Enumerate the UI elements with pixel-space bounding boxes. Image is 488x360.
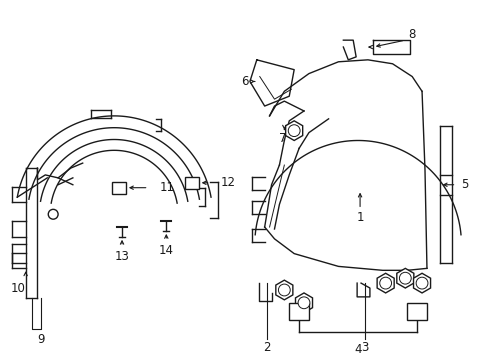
Text: 13: 13 <box>114 250 129 263</box>
Polygon shape <box>275 280 292 300</box>
Bar <box>407 303 426 320</box>
Polygon shape <box>295 293 312 312</box>
Text: 6: 6 <box>241 75 248 88</box>
Circle shape <box>415 277 427 289</box>
Polygon shape <box>376 273 393 293</box>
Circle shape <box>48 209 58 219</box>
Text: 10: 10 <box>10 282 25 294</box>
Circle shape <box>379 277 391 289</box>
Bar <box>184 177 198 189</box>
Circle shape <box>288 125 300 136</box>
Bar <box>112 182 126 194</box>
Text: 12: 12 <box>220 176 235 189</box>
Circle shape <box>399 272 410 284</box>
Text: 2: 2 <box>263 341 270 354</box>
Text: 3: 3 <box>361 341 368 354</box>
Circle shape <box>298 297 309 309</box>
Polygon shape <box>285 121 302 140</box>
Text: 5: 5 <box>460 178 467 191</box>
Polygon shape <box>413 273 429 293</box>
Text: 8: 8 <box>407 28 415 41</box>
Text: 14: 14 <box>159 244 173 257</box>
Text: 1: 1 <box>356 211 363 224</box>
Text: 9: 9 <box>38 333 45 346</box>
Text: 11: 11 <box>159 181 174 194</box>
Polygon shape <box>396 268 413 288</box>
Bar <box>289 303 308 320</box>
Text: 7: 7 <box>278 132 285 145</box>
Circle shape <box>278 284 290 296</box>
Text: 4: 4 <box>354 342 361 356</box>
